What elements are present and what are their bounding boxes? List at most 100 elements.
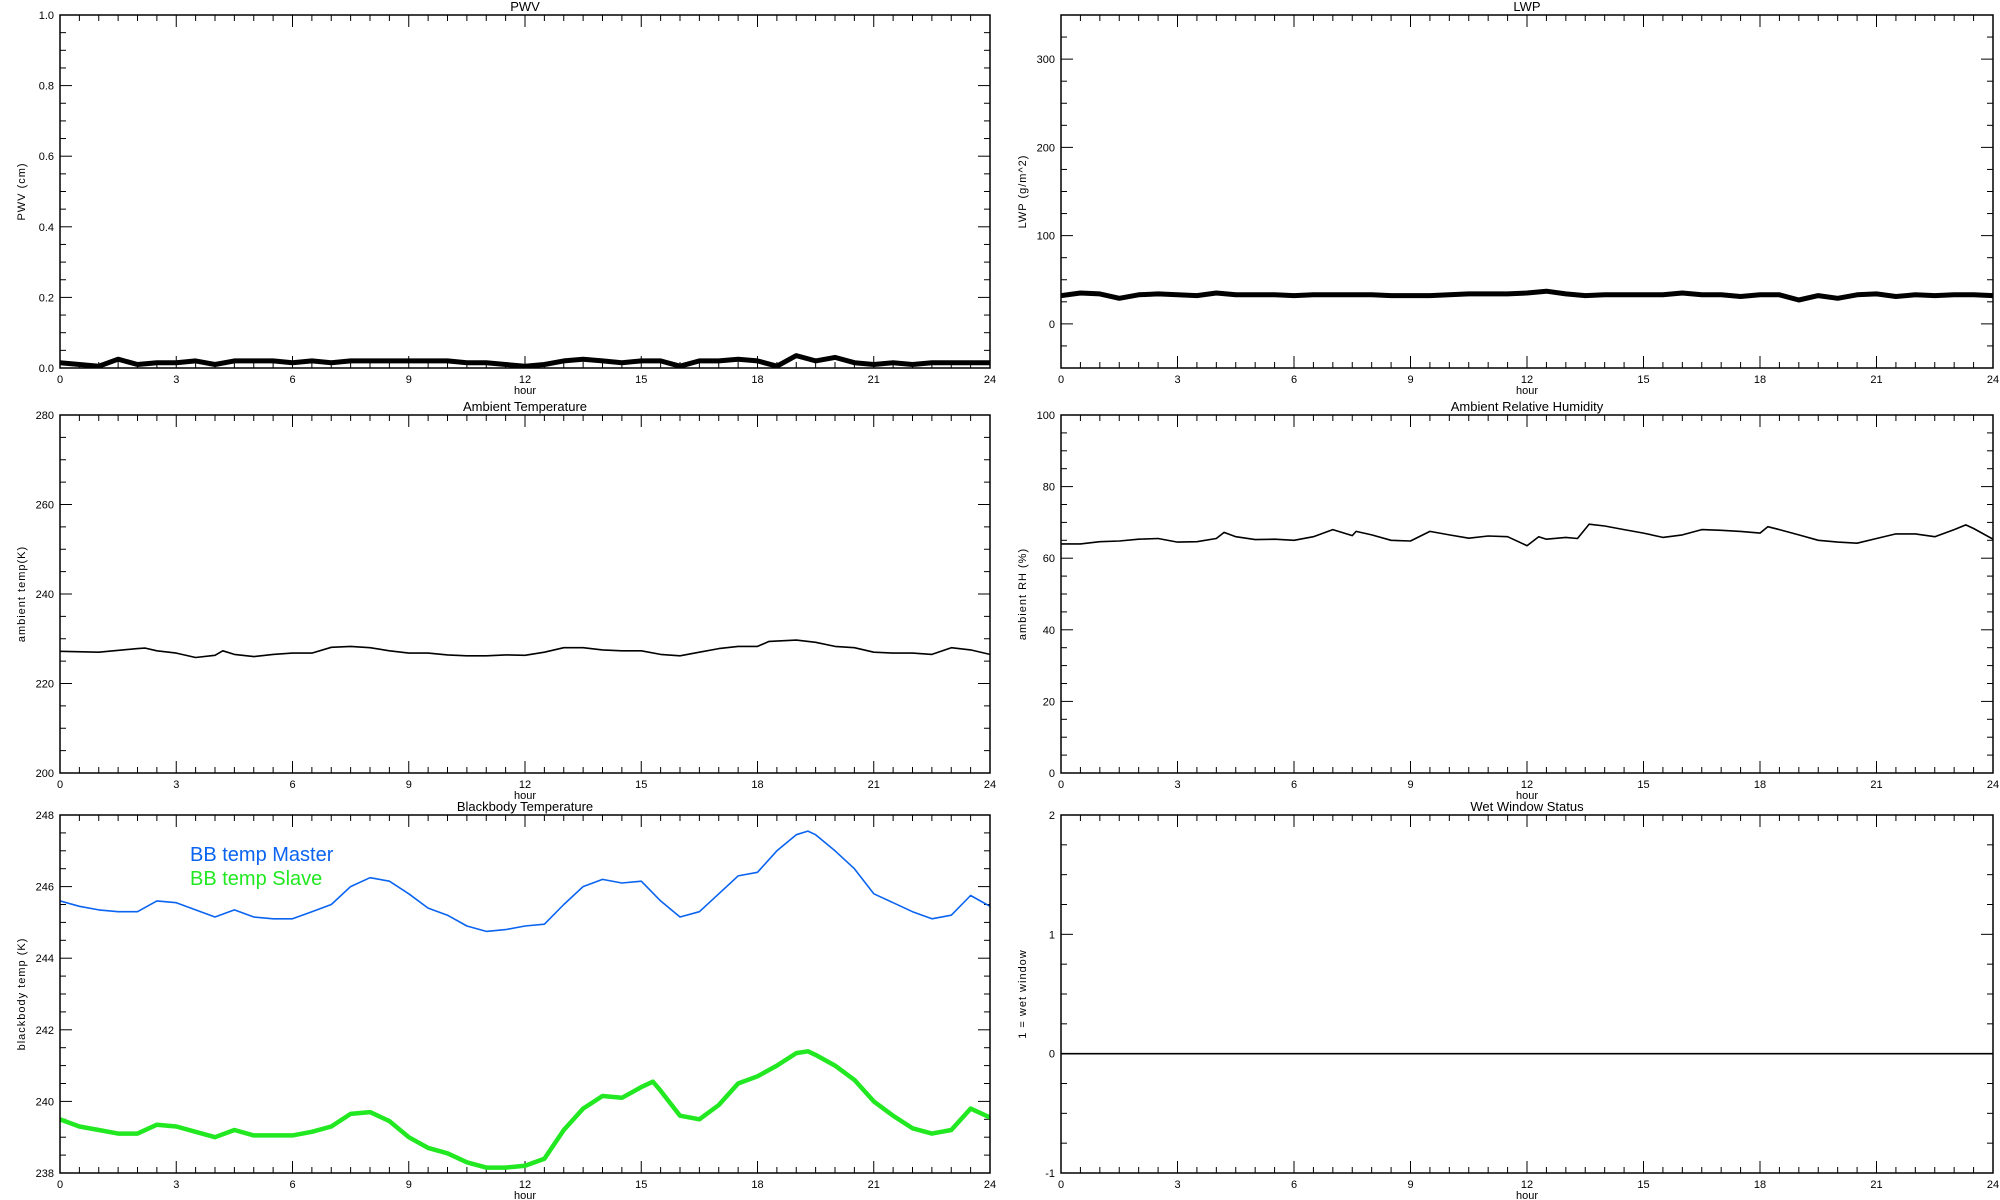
- y-tick-label: 0.8: [39, 81, 54, 93]
- y-tick-label: 200: [36, 768, 54, 780]
- x-tick-label: 0: [1058, 374, 1064, 386]
- x-tick-label: 12: [1521, 374, 1533, 386]
- x-tick-label: 0: [57, 1179, 63, 1191]
- x-tick-label: 24: [984, 1179, 996, 1191]
- x-tick-label: 9: [1407, 1179, 1413, 1191]
- x-tick-label: 6: [289, 374, 295, 386]
- plot-frame: [59, 14, 991, 369]
- x-tick-label: 12: [519, 1179, 531, 1191]
- y-tick-label: 80: [1043, 482, 1055, 494]
- y-axis-label: LWP (g/m^2): [1017, 155, 1029, 229]
- series-line-0: [1061, 288, 1993, 303]
- x-tick-label: 9: [406, 1179, 412, 1191]
- chart-title: PWV: [510, 0, 540, 14]
- x-tick-label: 6: [1291, 779, 1297, 791]
- x-tick-label: 21: [1870, 374, 1882, 386]
- x-tick-label: 24: [1987, 779, 1999, 791]
- y-tick-label: 0.6: [39, 151, 54, 163]
- chart-title: Ambient Relative Humidity: [1451, 399, 1604, 414]
- y-tick-label: 100: [1037, 410, 1055, 422]
- y-axis-label: blackbody temp (K): [16, 938, 28, 1051]
- plot-frame: [1060, 814, 1994, 1174]
- x-tick-label: 9: [1407, 779, 1413, 791]
- legend-entry: BB temp Slave: [190, 868, 322, 890]
- x-tick-label: 18: [751, 374, 763, 386]
- chart-title: Wet Window Status: [1470, 799, 1584, 814]
- y-tick-label: 244: [36, 953, 54, 965]
- x-tick-label: 0: [57, 374, 63, 386]
- y-axis-label: ambient RH (%): [1017, 548, 1029, 640]
- x-axis-label: hour: [1516, 385, 1538, 397]
- x-tick-label: 21: [868, 1179, 880, 1191]
- x-tick-label: 6: [289, 1179, 295, 1191]
- chart-title: LWP: [1513, 0, 1540, 14]
- y-tick-label: 40: [1043, 625, 1055, 637]
- x-tick-label: 18: [751, 779, 763, 791]
- y-axis-label: ambient temp(K): [16, 546, 28, 642]
- y-tick-label: 100: [1037, 231, 1055, 243]
- y-tick-label: 246: [36, 882, 54, 894]
- x-tick-label: 15: [635, 1179, 647, 1191]
- x-tick-label: 15: [635, 374, 647, 386]
- x-axis-label: hour: [1516, 1190, 1538, 1200]
- x-tick-label: 3: [1174, 374, 1180, 386]
- chart-ambient-temperature: Ambient Temperature 0 3 6 9 12 15 18 21 24 200 220 2…: [16, 399, 996, 802]
- x-tick-label: 12: [1521, 1179, 1533, 1191]
- x-tick-label: 21: [868, 374, 880, 386]
- y-tick-label: 200: [1037, 142, 1055, 154]
- x-tick-label: 24: [1987, 374, 1999, 386]
- y-tick-label: 260: [36, 500, 54, 512]
- y-tick-label: 242: [36, 1025, 54, 1037]
- y-tick-label: 238: [36, 1168, 54, 1180]
- plot-frame: [1060, 14, 1994, 369]
- y-tick-label: 1: [1049, 929, 1055, 941]
- x-tick-label: 18: [751, 1179, 763, 1191]
- y-axis-label: PWV (cm): [16, 162, 28, 220]
- x-tick-label: 15: [1637, 779, 1649, 791]
- x-tick-label: 12: [519, 374, 531, 386]
- legend-entry: BB temp Master: [190, 844, 334, 866]
- series-line-bb-temp-master: [60, 830, 990, 933]
- x-tick-label: 24: [984, 374, 996, 386]
- y-tick-label: 2: [1049, 810, 1055, 822]
- y-tick-label: 0.2: [39, 292, 54, 304]
- x-tick-label: 0: [1058, 1179, 1064, 1191]
- y-tick-label: 0: [1049, 768, 1055, 780]
- plot-frame: [59, 814, 991, 1174]
- y-tick-label: 248: [36, 810, 54, 822]
- x-tick-label: 6: [1291, 1179, 1297, 1191]
- y-tick-label: 0.4: [39, 222, 54, 234]
- x-tick-label: 6: [1291, 374, 1297, 386]
- y-tick-label: 240: [36, 1096, 54, 1108]
- chart-title: Ambient Temperature: [463, 399, 587, 414]
- series-line-bb-temp-slave: [60, 1049, 990, 1170]
- x-tick-label: 21: [1870, 1179, 1882, 1191]
- x-tick-label: 3: [1174, 1179, 1180, 1191]
- y-tick-label: 240: [36, 589, 54, 601]
- x-tick-label: 6: [289, 779, 295, 791]
- x-tick-label: 3: [173, 779, 179, 791]
- x-tick-label: 21: [1870, 779, 1882, 791]
- chart-title: Blackbody Temperature: [457, 799, 593, 814]
- x-axis-label: hour: [514, 1190, 536, 1200]
- x-tick-label: 3: [173, 374, 179, 386]
- y-tick-label: 20: [1043, 696, 1055, 708]
- x-tick-label: 21: [868, 779, 880, 791]
- x-tick-label: 24: [1987, 1179, 1999, 1191]
- x-tick-label: 18: [1754, 1179, 1766, 1191]
- x-tick-label: 3: [1174, 779, 1180, 791]
- y-tick-label: 0: [1049, 319, 1055, 331]
- y-tick-label: 0: [1049, 1049, 1055, 1061]
- y-tick-label: 1.0: [39, 10, 54, 22]
- x-tick-label: 3: [173, 1179, 179, 1191]
- y-tick-label: 220: [36, 679, 54, 691]
- x-tick-label: 0: [1058, 779, 1064, 791]
- x-tick-label: 24: [984, 779, 996, 791]
- x-axis-label: hour: [514, 790, 536, 802]
- y-tick-label: 0.0: [39, 363, 54, 375]
- y-tick-label: 300: [1037, 54, 1055, 66]
- series-line-0: [60, 353, 990, 368]
- x-tick-label: 9: [406, 779, 412, 791]
